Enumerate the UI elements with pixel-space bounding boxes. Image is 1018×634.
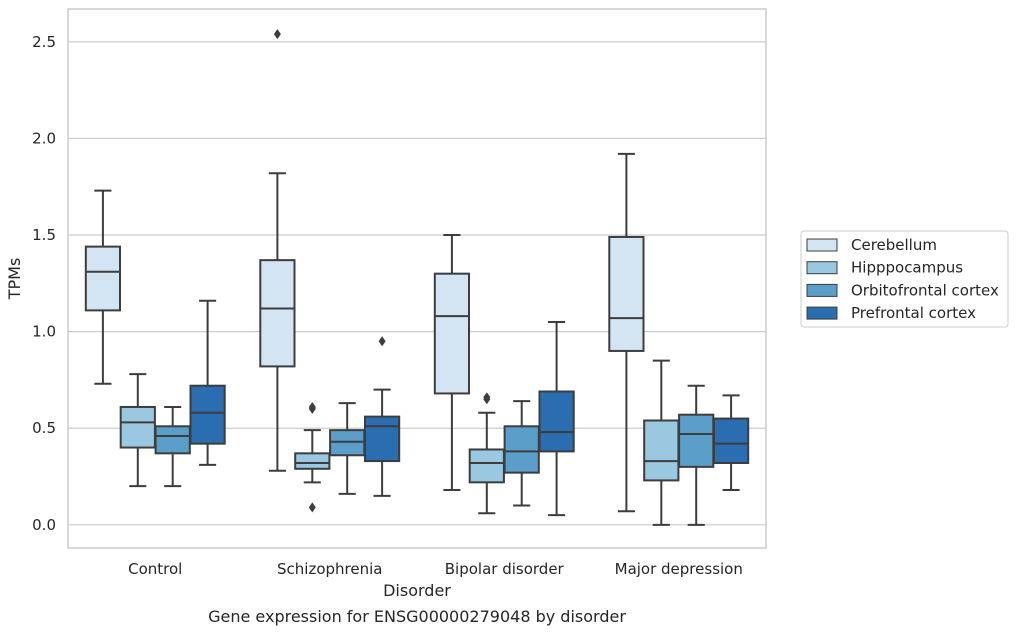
box-iqr	[712, 417, 750, 464]
x-tick-label: Control	[128, 560, 182, 578]
box-group	[433, 234, 471, 492]
x-tick-labels: Control Schizophrenia Bipolar disorder Majo…	[128, 560, 743, 578]
y-tick-label: 2.5	[32, 33, 56, 51]
box-layer	[84, 29, 750, 526]
box-iqr	[363, 415, 401, 463]
box-iqr	[678, 413, 715, 468]
y-tick-label: 0.0	[32, 516, 56, 534]
box-group	[84, 189, 122, 385]
outlier-point	[483, 392, 491, 403]
box-group	[329, 402, 366, 495]
box-iqr	[189, 384, 226, 445]
outlier-point	[308, 502, 316, 513]
y-tick-label: 0.5	[32, 419, 56, 437]
box-iqr	[294, 452, 331, 470]
box-group	[154, 405, 191, 488]
y-axis-label: TPMs	[5, 258, 24, 301]
box-group	[294, 401, 331, 513]
plot-frame	[67, 8, 767, 549]
legend-swatch	[806, 306, 838, 320]
box-group	[643, 359, 680, 526]
box-group	[712, 394, 750, 492]
legend-frame	[800, 230, 1009, 328]
box-iqr	[503, 425, 540, 474]
legend-entry: Orbitofrontal cortex	[851, 281, 999, 299]
x-tick-label: Schizophrenia	[277, 560, 382, 578]
box-group	[189, 299, 226, 466]
box-group	[259, 29, 296, 472]
y-tick-labels: 0.0 0.5 1.0 1.5 2.0 2.5	[32, 33, 56, 534]
y-tick-label: 1.0	[32, 323, 56, 341]
box-iqr	[643, 419, 680, 482]
legend-swatch	[806, 283, 838, 297]
box-group	[678, 384, 715, 526]
x-tick-label: Bipolar disorder	[445, 560, 565, 578]
box-group	[503, 400, 540, 507]
outlier-point	[273, 29, 281, 40]
legend: Cerebellum Hipppocampus Orbitofrontal cort…	[800, 230, 1009, 328]
box-group	[468, 392, 505, 515]
box-iqr	[119, 405, 156, 449]
box-iqr	[468, 448, 505, 484]
box-iqr	[84, 245, 122, 312]
y-tick-label: 1.5	[32, 226, 56, 244]
box-group	[608, 152, 645, 513]
legend-swatch	[806, 261, 838, 275]
box-iqr	[433, 272, 471, 395]
box-iqr	[538, 390, 575, 453]
y-tick-label: 2.0	[32, 129, 56, 147]
box-group	[363, 336, 401, 497]
legend-entry: Cerebellum	[851, 236, 937, 254]
legend-entry: Hipppocampus	[851, 259, 963, 277]
box-group	[119, 373, 156, 488]
outlier-point	[308, 401, 316, 412]
box-group	[538, 320, 575, 517]
legend-swatch	[806, 238, 838, 252]
box-iqr	[259, 259, 296, 368]
outlier-point	[378, 336, 386, 347]
box-iqr	[154, 425, 191, 455]
legend-entry: Prefrontal cortex	[851, 304, 976, 322]
x-axis-label: Disorder	[383, 581, 451, 600]
chart-caption: Gene expression for ENSG00000279048 by d…	[208, 607, 626, 626]
x-tick-label: Major depression	[615, 560, 743, 578]
box-iqr	[608, 235, 645, 352]
